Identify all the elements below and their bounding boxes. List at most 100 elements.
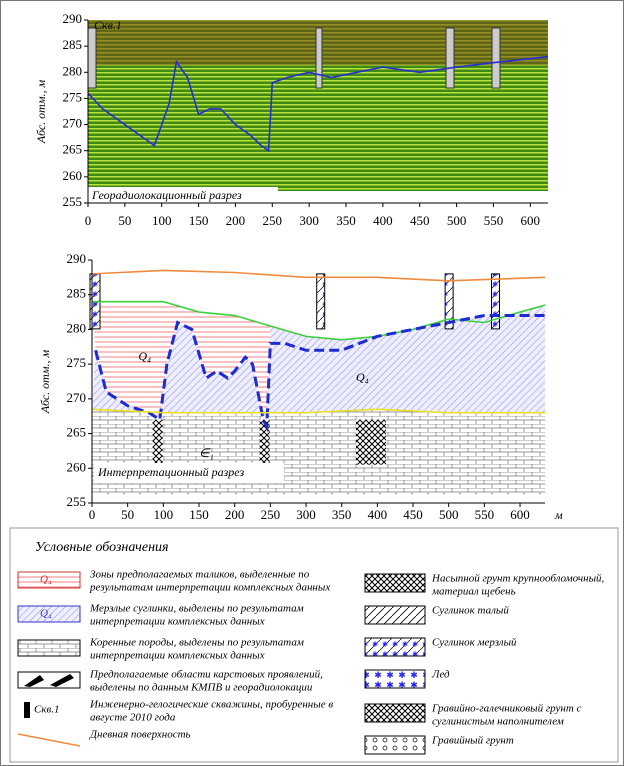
legend-symbol: Q₄ <box>40 608 52 620</box>
legend-swatch <box>364 637 426 657</box>
legend-swatch <box>24 674 74 687</box>
frozen-area <box>270 305 545 351</box>
legend-text: Коренные породы, выделены по результатам <box>89 637 304 649</box>
x-tick-label: 550 <box>475 507 495 522</box>
legend-swatch <box>364 573 426 593</box>
x-tick-label: 450 <box>403 507 423 522</box>
legend-swatch <box>17 605 81 623</box>
x-axis-label: м <box>554 508 563 522</box>
legend-text: Суглинок мерзлый <box>432 637 517 649</box>
legend-text: Дневная поверхность <box>89 729 191 741</box>
legend-text: результатам интерпретации комплексных да… <box>89 582 330 594</box>
y-tick-label: 270 <box>63 116 83 131</box>
x-tick-label: 200 <box>225 507 245 522</box>
caption-box <box>94 463 284 483</box>
legend-text: Суглинок талый <box>432 605 509 617</box>
borehole <box>315 27 323 89</box>
legend-text: Предполагаемые области карстовых проявле… <box>89 669 323 681</box>
y-tick-label: 290 <box>67 251 87 266</box>
karst <box>152 419 163 465</box>
x-tick-label: 500 <box>447 213 467 228</box>
frozen-area <box>92 315 545 427</box>
legend-text: Насыпной грунт крупнообломочный, <box>431 573 605 585</box>
legend-symbol: Скв.1 <box>34 704 60 716</box>
legend-text: интерпретации комплексных данных <box>90 616 265 628</box>
x-tick-label: 100 <box>152 213 172 228</box>
y-tick-label: 260 <box>63 168 83 183</box>
x-tick-label: 250 <box>263 213 283 228</box>
borehole <box>445 27 455 89</box>
borehole <box>491 27 501 89</box>
legend-text: материал щебень <box>431 586 516 598</box>
x-tick-label: 50 <box>121 507 134 522</box>
legend-text: августе 2010 года <box>90 712 176 724</box>
y-tick-label: 285 <box>63 37 83 52</box>
legend-text: выделены по данным КМПВ и георадиолокаци… <box>90 682 313 694</box>
legend-title: Условные обозначения <box>35 540 169 555</box>
legend-swatch <box>17 571 81 589</box>
annotation: Q₄ <box>138 349 151 363</box>
y-tick-label: 255 <box>63 194 83 209</box>
legend-text: Инженерно-гелогические скважины, пробуре… <box>89 699 333 711</box>
x-tick-label: 50 <box>118 213 131 228</box>
annotation: Георадиолокационный разрез <box>91 188 242 202</box>
borehole <box>444 273 454 330</box>
annotation: ∈₁ <box>199 446 214 460</box>
y-tick-label: 275 <box>63 89 83 104</box>
x-tick-label: 0 <box>85 213 92 228</box>
series-line <box>92 300 546 341</box>
x-tick-label: 400 <box>368 507 388 522</box>
x-tick-label: 500 <box>439 507 459 522</box>
x-tick-label: 600 <box>521 213 541 228</box>
borehole <box>490 273 500 330</box>
legend-swatch <box>17 733 81 747</box>
caption-box <box>88 187 278 203</box>
x-tick-label: 250 <box>261 507 281 522</box>
annotation: Скв.1 <box>94 18 122 32</box>
x-tick-label: 100 <box>154 507 174 522</box>
legend-text: суглинистым наполнителем <box>432 716 564 728</box>
annotation: Интерпретационный разрез <box>97 465 244 479</box>
legend-text: Зоны предполагаемых таликов, выделенные … <box>90 569 310 581</box>
y-tick-label: 280 <box>63 63 83 78</box>
legend-text: интерпретации комплексных данных <box>90 650 265 662</box>
x-tick-label: 150 <box>189 213 209 228</box>
legend-swatch <box>364 605 426 625</box>
legend-swatch <box>364 703 426 723</box>
legend-text: Лед <box>431 669 450 681</box>
legend-text: Мерзлые суглинки, выделены по результата… <box>89 603 304 615</box>
y-tick-label: 265 <box>63 142 83 157</box>
x-tick-label: 300 <box>296 507 316 522</box>
legend-symbol: Q₄ <box>40 574 52 586</box>
y-tick-label: 255 <box>67 494 87 509</box>
series-line <box>94 314 545 433</box>
series-line <box>91 408 545 414</box>
x-tick-label: 350 <box>332 507 352 522</box>
legend-text: Гравийный грунт <box>431 735 514 747</box>
legend-text: Гравийно-галечниковый грунт с <box>431 703 582 715</box>
y-tick-label: 285 <box>67 286 87 301</box>
y-tick-label: 275 <box>67 355 87 370</box>
series-line <box>87 55 549 153</box>
karst <box>355 419 386 465</box>
x-tick-label: 200 <box>226 213 246 228</box>
borehole <box>87 27 97 89</box>
legend-swatch <box>17 639 81 657</box>
borehole <box>316 273 326 330</box>
y-tick-label: 280 <box>67 320 87 335</box>
x-tick-label: 450 <box>410 213 430 228</box>
x-tick-label: 550 <box>484 213 504 228</box>
series-line <box>91 269 546 282</box>
legend-swatch <box>364 669 426 689</box>
x-tick-label: 350 <box>336 213 356 228</box>
y-axis-label: Абс. отм., м <box>38 349 52 414</box>
x-tick-label: 300 <box>299 213 319 228</box>
x-tick-label: 0 <box>89 507 96 522</box>
legend-swatch <box>364 735 426 755</box>
legend-swatch <box>24 702 30 718</box>
x-tick-label: 400 <box>373 213 393 228</box>
y-tick-label: 260 <box>67 459 87 474</box>
x-tick-label: 600 <box>510 507 530 522</box>
y-tick-label: 270 <box>67 390 87 405</box>
